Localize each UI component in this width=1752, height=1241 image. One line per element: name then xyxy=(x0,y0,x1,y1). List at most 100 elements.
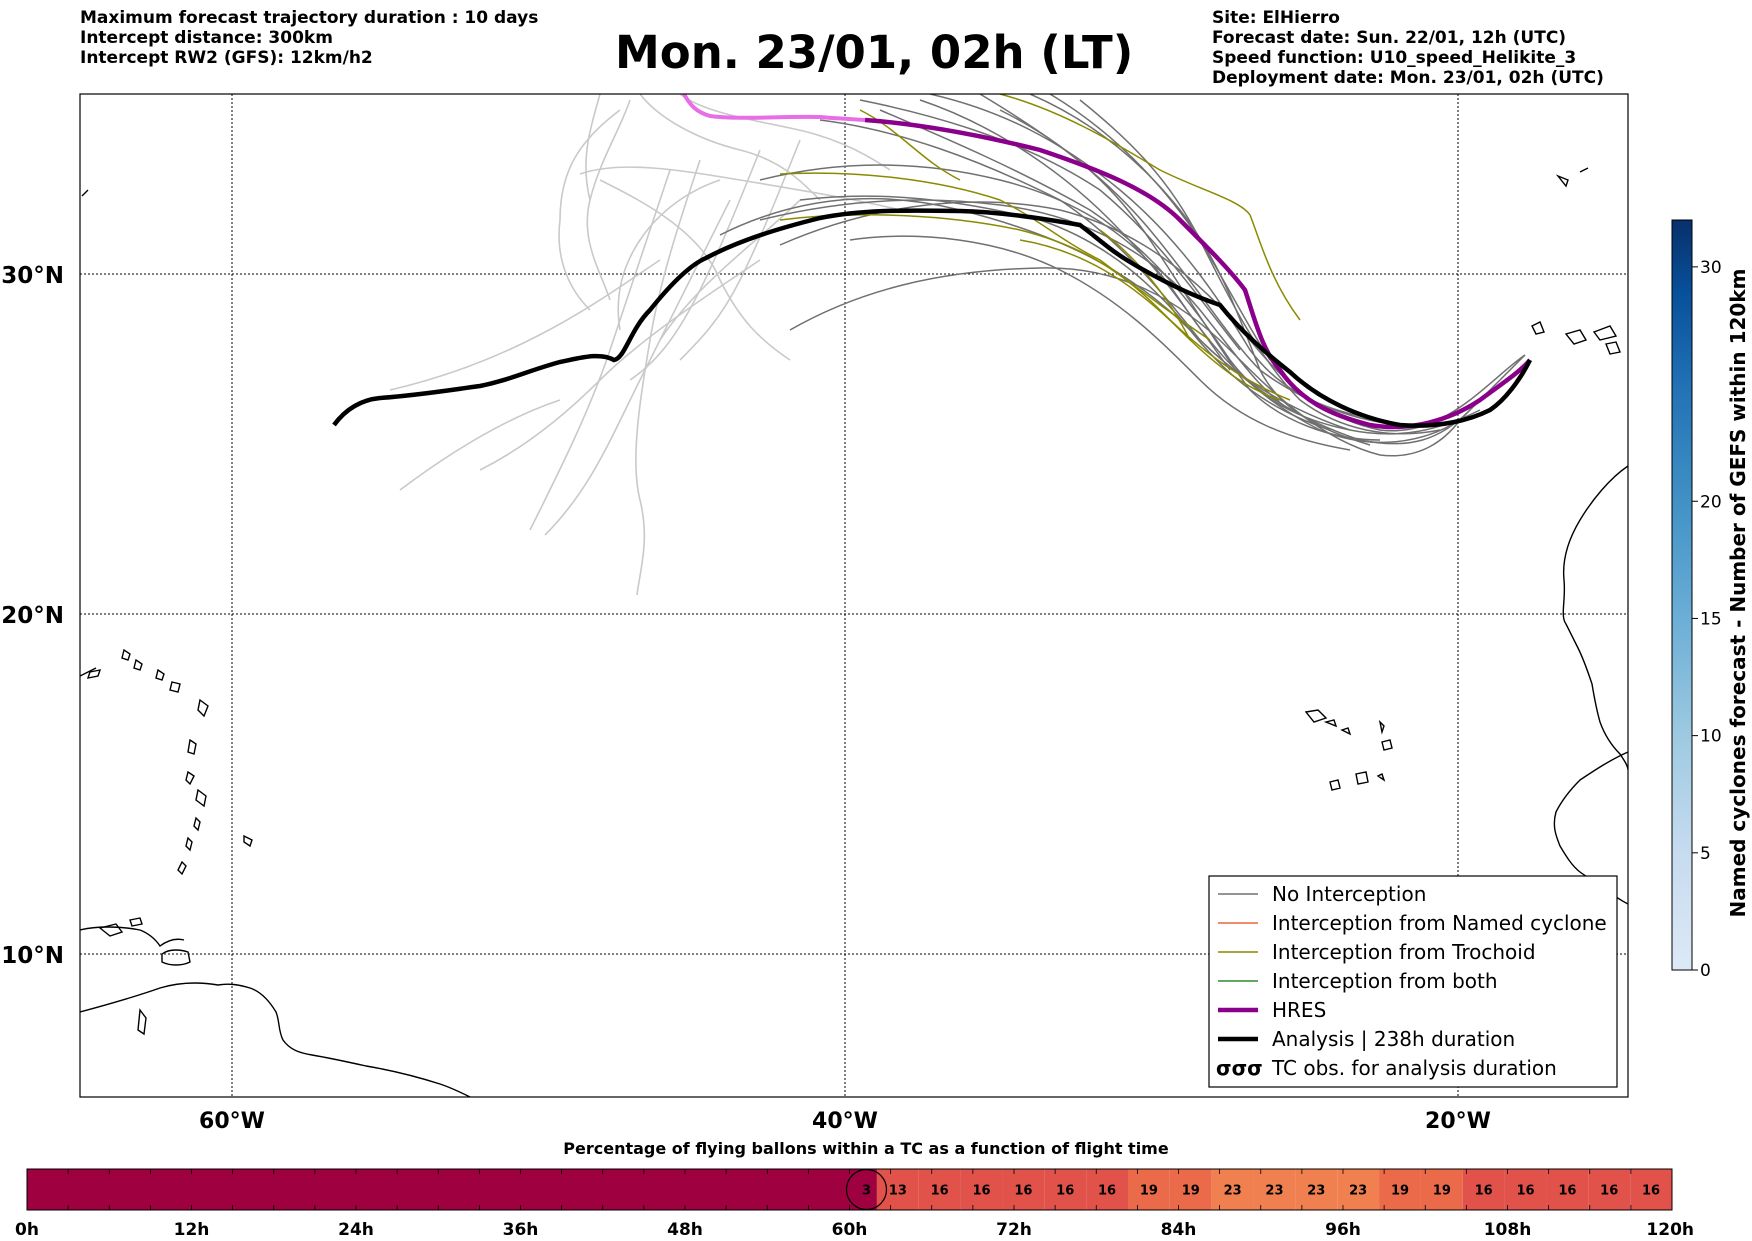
percentage-cell xyxy=(1253,1169,1296,1210)
longitude-label: 20°W xyxy=(1425,1109,1491,1134)
analysis-trajectory xyxy=(332,208,1533,428)
latitude-label: 20°N xyxy=(1,603,64,629)
unintercepted-trajectory xyxy=(629,149,761,381)
longitude-label: 40°W xyxy=(812,1109,878,1134)
legend-label: Interception from both xyxy=(1272,969,1498,993)
percentage-cell xyxy=(918,1169,961,1210)
trochoid-interception-trajectory xyxy=(779,214,1291,401)
percentage-value: 19 xyxy=(1182,1184,1200,1199)
percentage-value: 23 xyxy=(1265,1184,1283,1199)
no-interception-trajectory xyxy=(919,99,1231,371)
percentage-cell xyxy=(1546,1169,1589,1210)
zero-percent-span xyxy=(27,1169,877,1210)
percentage-cell xyxy=(1337,1169,1380,1210)
tc-obs-symbol: σσσ xyxy=(1216,1056,1263,1080)
longitude-labels: 60°W 40°W 20°W xyxy=(199,1109,1491,1134)
colorbar-tick-label: 15 xyxy=(1700,609,1722,629)
trochoid-interception-trajectory xyxy=(999,94,1301,321)
forecast-parameters: Maximum forecast trajectory duration : 1… xyxy=(80,8,538,68)
longitude-label: 60°W xyxy=(199,1109,265,1134)
south-america-coast xyxy=(80,982,471,1097)
colorbar-tick-label: 10 xyxy=(1700,727,1722,747)
legend-item: Analysis | 238h duration xyxy=(1218,1027,1515,1051)
legend-box xyxy=(1208,875,1618,1088)
legend-item: Interception from both xyxy=(1218,969,1498,993)
unintercepted-trajectory xyxy=(479,259,761,471)
bar-hour-label: 84h xyxy=(1161,1220,1197,1240)
percentage-cell xyxy=(1462,1169,1505,1210)
percentage-value: 19 xyxy=(1433,1184,1451,1199)
caribbean-coast xyxy=(80,926,185,948)
unintercepted-trajectory xyxy=(558,109,621,311)
legend-label: Analysis | 238h duration xyxy=(1272,1027,1515,1051)
colorbar-tick-label: 5 xyxy=(1700,844,1711,864)
unintercepted-trajectory xyxy=(599,179,791,361)
circled-value: 3 xyxy=(862,1184,871,1199)
percentage-value: 16 xyxy=(1014,1184,1032,1199)
percentage-cell xyxy=(960,1169,1003,1210)
legend-label: No Interception xyxy=(1272,882,1426,906)
bar-hour-label: 24h xyxy=(338,1220,374,1240)
venezuela-islands xyxy=(98,917,147,1036)
trajectory-lines xyxy=(332,94,1533,596)
colorbar-gradient xyxy=(1671,219,1693,971)
site-details: Site: ElHierro Forecast date: Sun. 22/01… xyxy=(1212,8,1604,88)
percentage-value: 19 xyxy=(1140,1184,1158,1199)
bar-hour-label: 96h xyxy=(1325,1220,1361,1240)
legend-item: σσσ TC obs. for analysis duration xyxy=(1216,1056,1557,1080)
colorbar-title: Named cyclones forecast - Number of GEFS… xyxy=(1726,269,1750,918)
percentage-value: 16 xyxy=(972,1184,990,1199)
speed-function-text: Speed function: U10_speed_Helikite_3 xyxy=(1212,48,1577,68)
unintercepted-trajectory xyxy=(529,169,671,531)
percentage-cell xyxy=(1420,1169,1463,1210)
hres-trajectory xyxy=(864,117,1532,430)
percentage-cell xyxy=(1127,1169,1170,1210)
bar-hour-label: 60h xyxy=(832,1220,868,1240)
map-frame xyxy=(79,93,1629,1098)
no-interception-trajectory xyxy=(999,109,1381,441)
bar-hour-label: 72h xyxy=(996,1220,1032,1240)
bar-hour-label: 108h xyxy=(1484,1220,1532,1240)
latitude-labels: 30°N 20°N 10°N xyxy=(1,263,64,969)
unintercepted-trajectory xyxy=(679,94,891,171)
intercept-distance-text: Intercept distance: 300km xyxy=(80,28,333,48)
colorbar-tick-label: 30 xyxy=(1700,258,1722,278)
percentage-value: 19 xyxy=(1391,1184,1409,1199)
unintercepted-trajectory xyxy=(579,166,901,211)
colorbar-tick-label: 20 xyxy=(1700,492,1722,512)
legend-item: HRES xyxy=(1218,998,1326,1022)
flight-time-bar: Percentage of flying ballons within a TC… xyxy=(15,1139,1694,1240)
bar-hour-label: 48h xyxy=(667,1220,703,1240)
legend-label: TC obs. for analysis duration xyxy=(1271,1056,1557,1080)
bar-hour-label: 0h xyxy=(15,1220,39,1240)
latitude-label: 30°N xyxy=(1,263,64,289)
unintercepted-trajectory xyxy=(544,199,731,536)
no-interception-trajectory xyxy=(799,195,1331,431)
percentage-value: 16 xyxy=(1516,1184,1534,1199)
bar-hour-label: 12h xyxy=(174,1220,210,1240)
percentage-cell xyxy=(1169,1169,1212,1210)
latitude-label: 10°N xyxy=(1,943,64,969)
percentage-cell xyxy=(1630,1169,1672,1210)
colorbar: 0 5 10 15 20 30 Named cyclones forecast - Num… xyxy=(1671,219,1750,981)
flight-time-bar-title: Percentage of flying ballons within a TC… xyxy=(563,1139,1169,1158)
legend-item: No Interception xyxy=(1218,882,1426,906)
hres-trajectory-early xyxy=(682,94,866,122)
no-interception-trajectory xyxy=(849,235,1351,451)
percentage-cell xyxy=(876,1169,919,1210)
unintercepted-trajectory xyxy=(399,399,561,491)
legend-label: HRES xyxy=(1272,998,1326,1022)
percentage-value: 16 xyxy=(1056,1184,1074,1199)
lesser-antilles xyxy=(80,189,253,876)
unintercepted-trajectory xyxy=(585,94,601,201)
percentage-value: 16 xyxy=(1642,1184,1660,1199)
trinidad-coast xyxy=(161,949,191,966)
colorbar-tick-label: 0 xyxy=(1700,961,1711,981)
percentage-value: 16 xyxy=(1558,1184,1576,1199)
bar-hour-label: 120h xyxy=(1646,1220,1694,1240)
legend-label: Interception from Named cyclone xyxy=(1272,911,1607,935)
trochoid-interception-trajectory xyxy=(779,172,1211,341)
percentage-value: 13 xyxy=(889,1184,907,1199)
percentage-cell xyxy=(1002,1169,1045,1210)
